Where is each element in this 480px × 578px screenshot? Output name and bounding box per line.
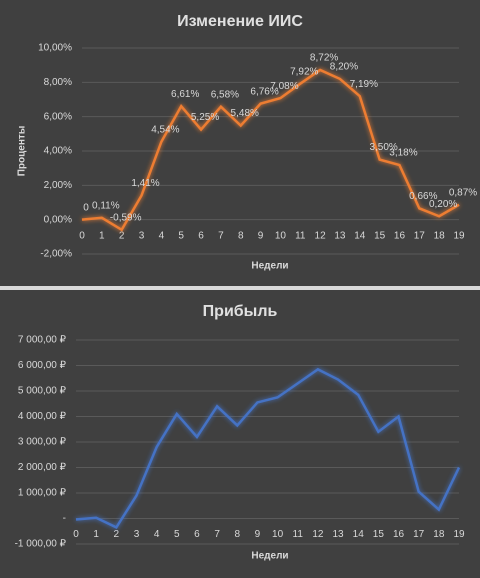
x-tick-label: 19 (453, 230, 465, 241)
x-tick-label: 13 (334, 230, 346, 241)
y-tick-label: 10,00% (38, 43, 72, 54)
x-tick-label: 5 (174, 529, 180, 540)
x-tick-label: 6 (198, 230, 204, 241)
data-label: 8,20% (330, 62, 358, 73)
x-tick-label: 16 (393, 529, 405, 540)
y-tick-label: 0,00% (44, 214, 72, 225)
y-tick-label: 3 000,00 ₽ (18, 437, 67, 448)
chart-title: Изменение ИИС (177, 13, 303, 30)
data-label: 0 (83, 202, 89, 213)
data-label: 6,58% (211, 89, 239, 100)
data-label: 7,19% (350, 79, 378, 90)
data-label: 7,92% (290, 66, 318, 77)
panel-2 (0, 290, 480, 578)
x-tick-label: 18 (434, 230, 446, 241)
x-tick-label: 7 (218, 230, 224, 241)
y-tick-label: 6 000,00 ₽ (18, 360, 67, 371)
x-tick-label: 8 (234, 529, 240, 540)
y-tick-label: 4 000,00 ₽ (18, 411, 67, 422)
chart-title: Прибыль (203, 303, 278, 320)
x-tick-label: 18 (433, 529, 445, 540)
x-tick-label: 0 (73, 529, 79, 540)
x-tick-label: 2 (114, 529, 120, 540)
data-label: 0,20% (429, 199, 457, 210)
x-tick-label: 16 (394, 230, 406, 241)
data-label: 1,41% (131, 178, 159, 189)
y-tick-label: -2,00% (40, 249, 72, 260)
x-tick-label: 14 (353, 529, 365, 540)
x-tick-label: 12 (312, 529, 324, 540)
data-label: 5,25% (191, 112, 219, 123)
x-tick-label: 6 (194, 529, 200, 540)
y-tick-label: 7 000,00 ₽ (18, 335, 67, 346)
data-label: 5,48% (231, 108, 259, 119)
x-tick-label: 0 (79, 230, 85, 241)
x-tick-label: 17 (413, 529, 425, 540)
x-tick-label: 10 (275, 230, 287, 241)
x-tick-label: 15 (373, 529, 385, 540)
x-tick-label: 11 (295, 230, 306, 241)
x-axis-label: Недели (251, 551, 288, 562)
x-tick-label: 3 (139, 230, 145, 241)
data-label: 7,08% (270, 81, 298, 92)
y-tick-label: 5 000,00 ₽ (18, 386, 67, 397)
x-tick-label: 4 (159, 230, 165, 241)
x-tick-label: 4 (154, 529, 160, 540)
panel-1 (0, 0, 480, 286)
y-axis-label: Проценты (17, 126, 28, 177)
y-tick-label: 8,00% (44, 77, 72, 88)
data-line (81, 68, 460, 232)
data-label: 4,54% (151, 124, 179, 135)
x-tick-label: 7 (214, 529, 220, 540)
y-tick-label: -1 000,00 ₽ (15, 539, 67, 550)
data-label: 0,11% (92, 200, 120, 211)
x-tick-label: 19 (453, 529, 465, 540)
x-tick-label: 14 (354, 230, 366, 241)
x-tick-label: 12 (315, 230, 327, 241)
x-tick-label: 3 (134, 529, 140, 540)
data-label: 0,66% (409, 191, 437, 202)
x-tick-label: 13 (332, 529, 344, 540)
data-label: 8,72% (310, 53, 338, 64)
x-tick-label: 2 (119, 230, 125, 241)
x-tick-label: 17 (414, 230, 426, 241)
x-tick-label: 10 (272, 529, 284, 540)
x-tick-label: 9 (255, 529, 261, 540)
data-label: 0,87% (449, 187, 477, 198)
x-tick-label: 1 (99, 230, 105, 241)
y-tick-label: 2 000,00 ₽ (18, 462, 67, 473)
data-label: 6,61% (171, 89, 199, 100)
y-tick-label: 1 000,00 ₽ (18, 488, 67, 499)
x-axis-label: Недели (251, 261, 288, 272)
data-label: -0,59% (110, 212, 142, 223)
x-tick-label: 15 (374, 230, 386, 241)
x-tick-label: 11 (293, 529, 304, 540)
data-label: 3,18% (389, 148, 417, 159)
y-tick-label: 2,00% (44, 180, 72, 191)
x-tick-label: 5 (178, 230, 184, 241)
data-label: 3,50% (369, 142, 397, 153)
y-tick-label: - (63, 513, 66, 524)
data-line (75, 367, 461, 530)
x-tick-label: 1 (93, 529, 99, 540)
x-tick-label: 9 (258, 230, 264, 241)
y-tick-label: 4,00% (44, 146, 72, 157)
data-label: 6,76% (250, 86, 278, 97)
y-tick-label: 6,00% (44, 111, 72, 122)
x-tick-label: 8 (238, 230, 244, 241)
